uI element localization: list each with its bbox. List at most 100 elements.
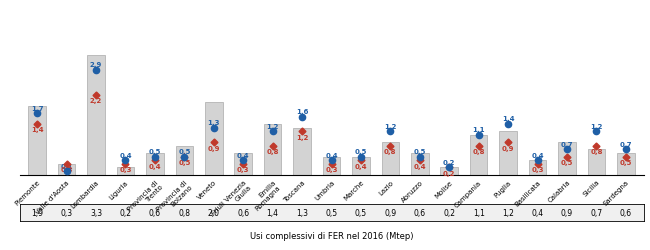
Text: 1,1: 1,1 [473, 208, 485, 217]
Text: Usi complessivi di FER nel 2016 (Mtep): Usi complessivi di FER nel 2016 (Mtep) [250, 231, 413, 240]
Text: Umbria: Umbria [313, 179, 336, 201]
Text: 0,2: 0,2 [443, 159, 456, 165]
Text: 0,4: 0,4 [355, 163, 367, 169]
Text: 0,3: 0,3 [60, 208, 73, 217]
Text: Puglia: Puglia [493, 179, 512, 198]
Bar [293, 128, 311, 175]
Text: 0,6: 0,6 [149, 208, 161, 217]
Text: Lazio: Lazio [378, 179, 395, 196]
Text: 1,4: 1,4 [502, 116, 514, 122]
Text: 1,3: 1,3 [207, 120, 220, 126]
Bar [205, 103, 222, 175]
Text: 1,9: 1,9 [31, 208, 43, 217]
Text: 0,4: 0,4 [413, 163, 426, 169]
Text: Campania: Campania [454, 179, 483, 208]
Text: 0,5: 0,5 [355, 148, 367, 154]
Text: Marche: Marche [343, 179, 365, 201]
Text: 1,7: 1,7 [31, 105, 44, 111]
Text: 1,2: 1,2 [266, 123, 279, 129]
Text: 0,3: 0,3 [119, 167, 132, 173]
Text: 0,8: 0,8 [266, 149, 279, 154]
Text: 0,2: 0,2 [443, 208, 455, 217]
Text: 1,4: 1,4 [266, 208, 279, 217]
Bar [58, 164, 75, 175]
Text: 0,2: 0,2 [443, 170, 456, 176]
Text: 0,5: 0,5 [561, 160, 573, 166]
Text: 2,9: 2,9 [90, 62, 102, 68]
Text: 0,8: 0,8 [590, 149, 603, 154]
Text: 0,5: 0,5 [149, 148, 161, 154]
Text: Abruzzo: Abruzzo [400, 179, 424, 203]
Text: 0,9: 0,9 [207, 145, 220, 151]
Text: Liguria: Liguria [109, 179, 130, 200]
Bar [441, 168, 458, 175]
Text: 1,6: 1,6 [296, 109, 308, 115]
Bar [87, 56, 105, 175]
Text: Piemonte: Piemonte [14, 179, 42, 206]
Text: Friuli Venezia
Giulia: Friuli Venezia Giulia [211, 179, 252, 220]
Text: Valle d'Aosta: Valle d'Aosta [35, 179, 71, 214]
Text: Basilicata: Basilicata [514, 179, 542, 207]
Text: 1,2: 1,2 [590, 123, 603, 129]
Text: 0,5: 0,5 [326, 208, 337, 217]
Text: 2,2: 2,2 [90, 98, 102, 104]
Bar [322, 157, 341, 175]
Text: Emilia
Romagna: Emilia Romagna [250, 179, 282, 211]
Text: 0,5: 0,5 [619, 160, 632, 166]
Text: 0,7: 0,7 [590, 208, 603, 217]
Text: 0,9: 0,9 [502, 145, 514, 151]
Text: 0,3: 0,3 [237, 167, 250, 173]
Text: 0,5: 0,5 [413, 148, 426, 154]
Text: 0,5: 0,5 [178, 160, 190, 166]
Text: 0,7: 0,7 [619, 141, 632, 147]
Bar [176, 146, 193, 175]
Bar [588, 150, 605, 175]
Text: Calabria: Calabria [547, 179, 571, 203]
Bar [499, 132, 517, 175]
Bar [116, 168, 135, 175]
Bar [558, 142, 576, 175]
Text: 0,8: 0,8 [473, 149, 485, 154]
Text: 0,8: 0,8 [178, 208, 190, 217]
Text: 0,4: 0,4 [149, 163, 161, 169]
Text: 0,3: 0,3 [60, 167, 73, 173]
Bar [235, 153, 252, 175]
Text: 0,6: 0,6 [414, 208, 426, 217]
Text: 1,4: 1,4 [31, 127, 44, 133]
Bar [264, 124, 281, 175]
Text: 3,3: 3,3 [90, 208, 102, 217]
Bar [146, 153, 164, 175]
Text: 0,6: 0,6 [237, 208, 249, 217]
Bar [352, 157, 370, 175]
Text: 0,4: 0,4 [532, 208, 543, 217]
Text: 0,3: 0,3 [325, 167, 338, 173]
Text: 0,4: 0,4 [119, 152, 132, 158]
Text: 0,4: 0,4 [237, 152, 250, 158]
Text: 0,1: 0,1 [60, 163, 73, 169]
Text: 1,3: 1,3 [296, 208, 308, 217]
Bar [411, 153, 428, 175]
Bar [382, 142, 399, 175]
Bar [29, 106, 46, 175]
Bar [617, 153, 634, 175]
Text: 0,5: 0,5 [178, 148, 190, 154]
Text: 0,5: 0,5 [355, 208, 367, 217]
Bar [470, 135, 488, 175]
Text: 0,7: 0,7 [561, 141, 573, 147]
Bar [528, 160, 547, 175]
Text: 1,2: 1,2 [296, 134, 308, 140]
Text: 0,9: 0,9 [561, 208, 573, 217]
Text: Molise: Molise [434, 179, 454, 199]
Text: 0,4: 0,4 [325, 152, 338, 158]
Text: Provincia di
Bolzano: Provincia di Bolzano [156, 179, 194, 216]
Text: 0,3: 0,3 [531, 167, 544, 173]
Text: Veneto: Veneto [196, 179, 218, 200]
Text: Lombardia: Lombardia [70, 179, 100, 209]
Text: Sardegna: Sardegna [603, 179, 630, 206]
Text: 0,2: 0,2 [120, 208, 131, 217]
Text: 0,8: 0,8 [384, 149, 396, 154]
Text: Sicilia: Sicilia [582, 179, 601, 198]
Text: 0,9: 0,9 [384, 208, 396, 217]
Text: 0,4: 0,4 [531, 152, 544, 158]
Text: 1,2: 1,2 [384, 123, 396, 129]
